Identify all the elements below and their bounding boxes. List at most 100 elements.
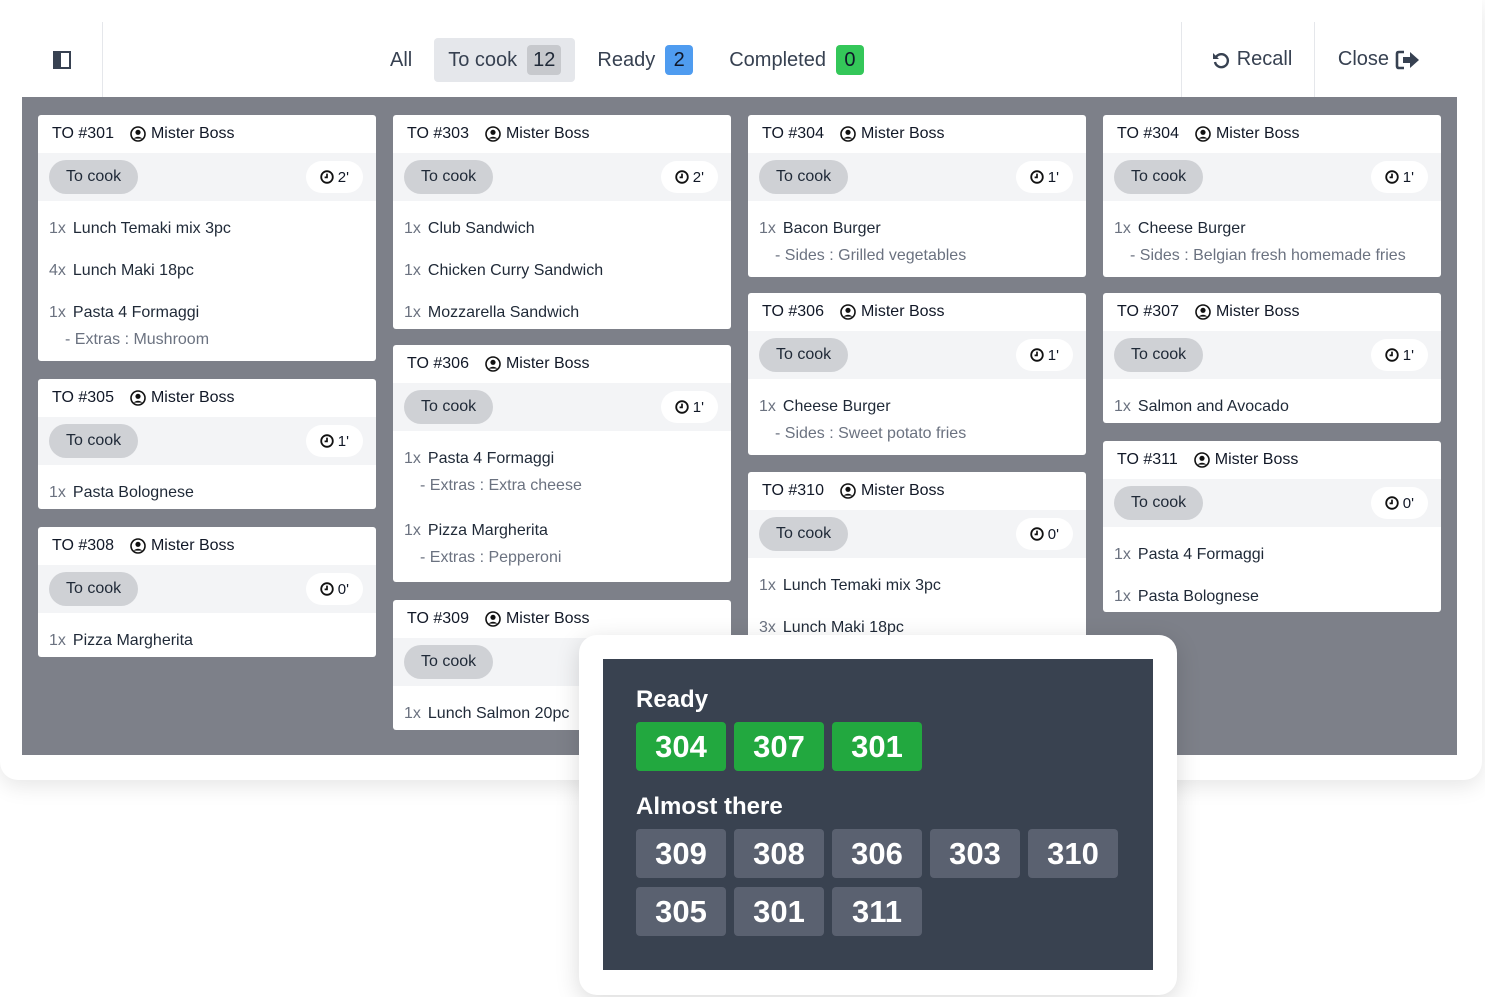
order-timer: 1' [1015,161,1073,193]
close-button[interactable]: Close [1314,22,1450,97]
order-number: TO #301 [52,125,114,142]
item-qty: 1x [49,304,66,321]
user-icon [840,304,856,320]
tab-label: All [390,48,413,71]
order-item: 1x Lunch Temaki mix 3pc [49,219,376,239]
tab-ready[interactable]: Ready 2 [583,38,707,82]
tab-to-cook[interactable]: To cook 12 [434,38,576,82]
user-name: Mister Boss [505,125,590,142]
order-card[interactable]: TO #304 Mister Boss To cook 1' 1x Bacon Bur… [748,115,1086,277]
ready-order-list: 304 307 301 [636,722,1136,780]
sidebar-toggle-button[interactable] [22,22,103,97]
item-qty: 1x [404,522,421,539]
item-name: Pizza Margherita [427,522,548,539]
order-card[interactable]: TO #307 Mister Boss To cook 1' 1x Salmon an… [1103,293,1441,423]
user-icon [1195,126,1211,142]
order-card[interactable]: TO #301 Mister Boss To cook 2' 1x Lunch Tem… [38,115,376,361]
undo-icon [1212,52,1229,68]
clock-icon [1030,170,1044,184]
status-badge[interactable]: To cook [49,160,139,194]
item-qty: 1x [759,220,776,237]
item-qty: 4x [49,262,66,279]
item-qty: 1x [49,220,66,237]
item-modifier: - Extras : Pepperoni [420,549,562,566]
user-name: Mister Boss [505,355,590,372]
status-badge[interactable]: To cook [759,160,849,194]
item-name: Pasta Bolognese [72,484,194,501]
elapsed-time: 1' [1047,168,1059,186]
order-card[interactable]: TO #310 Mister Boss To cook 0' 1x Lunch Tem… [748,472,1086,642]
order-user: Mister Boss [1195,125,1300,143]
elapsed-time: 0' [1402,494,1414,512]
order-card[interactable]: TO #303 Mister Boss To cook 2' 1x Club Sand… [393,115,731,329]
recall-button[interactable]: Recall [1181,22,1315,97]
order-timer: 1' [1370,161,1428,193]
item-name: Chicken Curry Sandwich [427,262,604,279]
pending-order-number: 305 [636,887,726,936]
order-user: Mister Boss [840,303,945,321]
tab-completed[interactable]: Completed 0 [715,38,878,82]
status-badge[interactable]: To cook [1114,338,1204,372]
order-user: Mister Boss [485,125,590,143]
item-name: Lunch Maki 18pc [72,262,194,279]
status-badge[interactable]: To cook [49,424,139,458]
order-filter-tabs: All To cook 12 Ready 2 Completed 0 [376,38,886,82]
clock-icon [320,582,334,596]
order-user: Mister Boss [840,125,945,143]
user-icon [130,538,146,554]
order-item: 1x Cheese Burger [1114,219,1441,239]
order-item: 1x Pasta 4 Formaggi [1114,545,1441,565]
item-name: Lunch Temaki mix 3pc [782,577,941,594]
item-name: Salmon and Avocado [1137,398,1289,415]
item-modifier: - Sides : Grilled vegetables [775,247,967,264]
order-card[interactable]: TO #306 Mister Boss To cook 1' 1x Cheese Bu… [748,293,1086,455]
order-card[interactable]: TO #305 Mister Boss To cook 1' 1x Pasta Bol… [38,379,376,509]
item-name: Cheese Burger [782,398,891,415]
order-card[interactable]: TO #306 Mister Boss To cook 1' 1x Pasta 4 F… [393,345,731,582]
order-number: TO #311 [1117,451,1178,468]
clock-icon [1030,348,1044,362]
status-badge[interactable]: To cook [1114,486,1204,520]
status-badge[interactable]: To cook [404,645,494,679]
pending-order-number: 308 [734,829,824,878]
status-badge[interactable]: To cook [404,390,494,424]
clock-icon [320,434,334,448]
order-card[interactable]: TO #304 Mister Boss To cook 1' 1x Cheese Bu… [1103,115,1441,277]
tab-all[interactable]: All [376,38,426,82]
ready-order-number: 301 [832,722,922,771]
order-item: 1x Pasta Bolognese [1114,587,1441,607]
count-badge: 2 [665,45,694,75]
status-badge[interactable]: To cook [1114,160,1204,194]
elapsed-time: 1' [692,398,704,416]
user-name: Mister Boss [860,303,945,320]
order-timer: 1' [660,391,718,423]
order-card[interactable]: TO #311 Mister Boss To cook 0' 1x Pasta 4 F… [1103,441,1441,612]
order-card[interactable]: TO #308 Mister Boss To cook 0' 1x Pizza Mar… [38,527,376,657]
order-timer: 0' [1015,518,1073,550]
order-item: 1x Bacon Burger [759,219,1086,239]
status-badge[interactable]: To cook [759,517,849,551]
user-icon [1195,304,1211,320]
item-name: Bacon Burger [782,220,881,237]
order-item: 1x Pasta Bolognese [49,483,376,503]
elapsed-time: 1' [1402,346,1414,364]
count-badge: 0 [835,45,864,75]
elapsed-time: 2' [692,168,704,186]
status-badge[interactable]: To cook [404,160,494,194]
order-timer: 2' [660,161,718,193]
order-number: TO #306 [762,303,824,320]
order-user: Mister Boss [1195,303,1300,321]
order-timer: 0' [305,573,363,605]
item-qty: 1x [49,484,66,501]
order-timer: 1' [1370,339,1428,371]
user-icon [485,126,501,142]
status-badge[interactable]: To cook [759,338,849,372]
status-badge[interactable]: To cook [49,572,139,606]
elapsed-time: 0' [337,580,349,598]
user-name: Mister Boss [1214,451,1299,468]
item-name: Club Sandwich [427,220,535,237]
user-name: Mister Boss [1215,125,1300,142]
clock-icon [1385,348,1399,362]
order-user: Mister Boss [840,482,945,500]
elapsed-time: 1' [1047,346,1059,364]
